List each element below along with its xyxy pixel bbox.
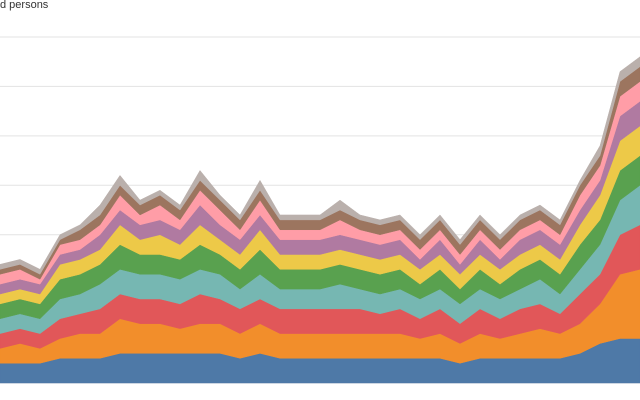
chart-title: d persons [0, 0, 49, 11]
area [0, 56, 640, 275]
